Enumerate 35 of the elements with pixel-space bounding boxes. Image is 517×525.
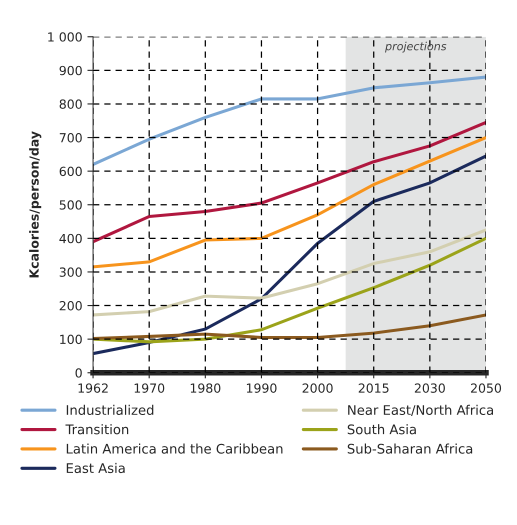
x-tick-label: 1970 [134, 383, 164, 393]
line-series [93, 228, 486, 316]
line-series [93, 236, 486, 344]
legend-label: Transition [65, 424, 128, 434]
x-tick-label: 2050 [470, 383, 502, 393]
x-tick-label: 1990 [246, 383, 277, 393]
x-tick-label: 2030 [414, 383, 445, 393]
legend-label: East Asia [66, 462, 125, 474]
line-series [93, 154, 486, 356]
y-tick-label: 600 [60, 166, 82, 176]
legend-label: Near East/North Africa [348, 404, 494, 416]
x-tick-label: 1980 [190, 383, 220, 393]
y-tick-label: 1 000 [48, 32, 82, 42]
line-series [93, 313, 486, 340]
legend-label: Sub-Saharan Africa [348, 444, 472, 454]
y-tick-label: 500 [60, 200, 82, 210]
x-tick-label: 1962 [78, 383, 108, 393]
band-label: projections [385, 42, 446, 53]
line-series [93, 136, 486, 268]
y-tick-label: 200 [60, 301, 82, 310]
line-series [93, 120, 486, 244]
y-tick-label: 300 [60, 267, 82, 277]
x-tick-label: 2000 [302, 383, 333, 393]
legend-label: Latin America and the Caribbean [66, 444, 282, 454]
y-tick-label: 700 [60, 133, 82, 142]
legend-label: Industrialized [66, 404, 154, 415]
y-tick-label: 100 [60, 334, 82, 344]
y-tick-label: 900 [60, 66, 82, 76]
legend-label: South Asia [348, 424, 416, 434]
line-series [93, 76, 486, 166]
y-axis-title: Kcalories/person/day [29, 131, 42, 278]
y-tick-label: 800 [60, 99, 82, 109]
y-tick-label: 400 [59, 234, 82, 244]
x-tick-label: 2015 [358, 383, 389, 393]
y-tick-label: 0 [76, 368, 82, 378]
